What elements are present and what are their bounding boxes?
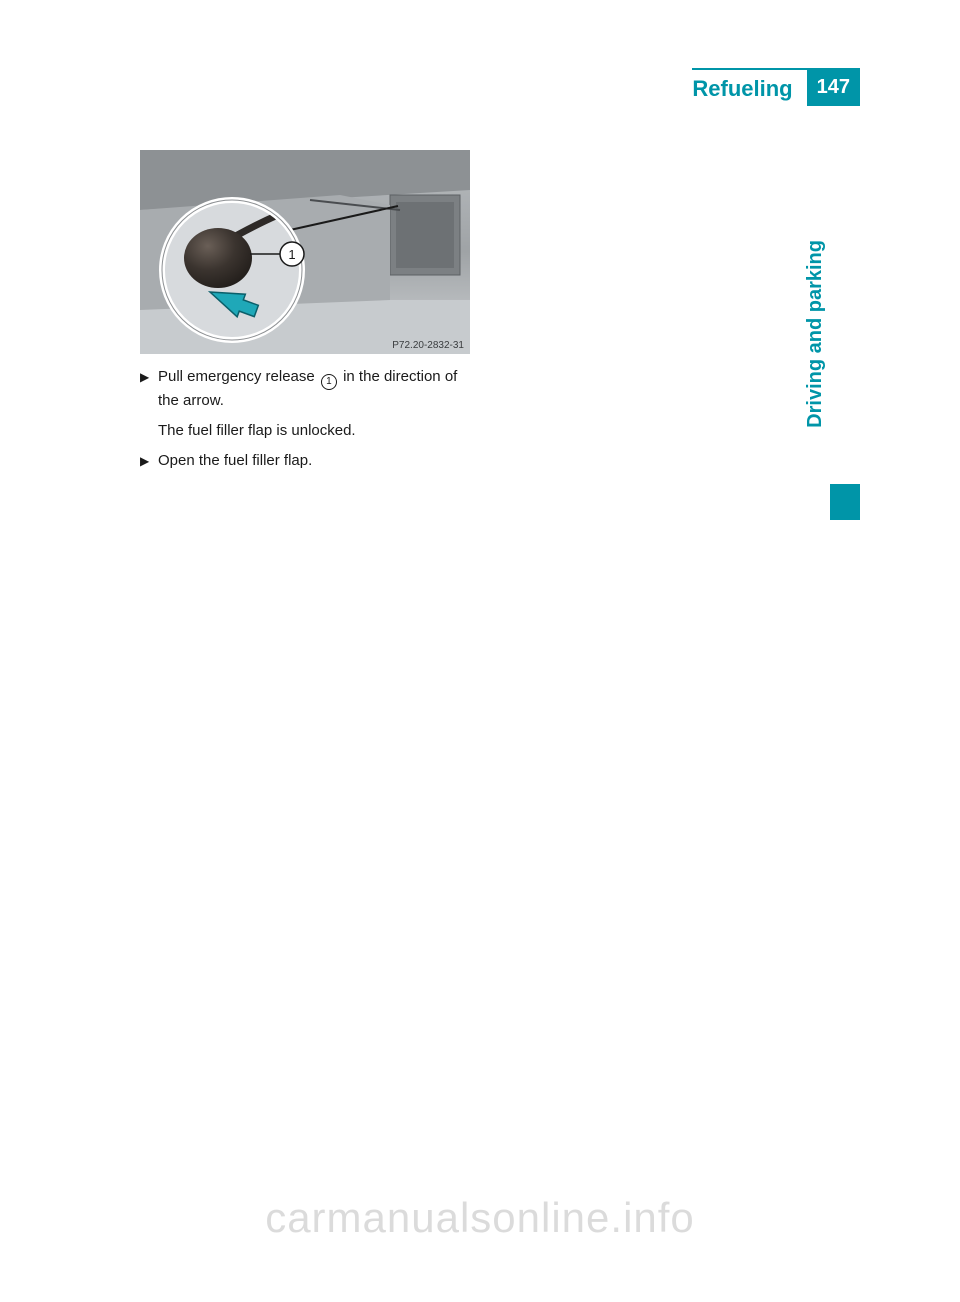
- page-header: Refueling 147: [692, 68, 860, 106]
- step-text-before: Open the fuel filler flap.: [158, 452, 312, 469]
- step-text: Pull emergency release 1 in the directio…: [158, 368, 457, 409]
- step-marker-icon: ▶: [140, 453, 149, 470]
- step-text: Open the fuel filler flap.: [158, 452, 312, 469]
- figure-emergency-release: 1 P72.20-2832-31: [140, 150, 470, 354]
- step-marker-icon: ▶: [140, 369, 149, 386]
- step-text-before: Pull emergency release: [158, 368, 319, 385]
- instruction-list: ▶ Pull emergency release 1 in the direct…: [140, 366, 480, 472]
- figure-svg: 1 P72.20-2832-31: [140, 150, 470, 354]
- content-column: 1 P72.20-2832-31 ▶ Pull emergency releas…: [140, 150, 480, 480]
- chapter-label: Driving and parking: [800, 240, 830, 520]
- instruction-step: ▶ Pull emergency release 1 in the direct…: [140, 366, 480, 412]
- page-number: 147: [807, 68, 860, 106]
- callout-ref-icon: 1: [321, 374, 337, 390]
- section-title: Refueling: [692, 68, 806, 106]
- svg-text:P72.20-2832-31: P72.20-2832-31: [392, 340, 464, 351]
- manual-page: Refueling 147 Driving and parking: [0, 0, 960, 1302]
- instruction-result: The fuel filler flap is unlocked.: [140, 420, 480, 442]
- chapter-side-tab: Driving and parking: [830, 240, 860, 520]
- svg-text:1: 1: [288, 247, 295, 262]
- watermark-text: carmanualsonline.info: [0, 1194, 960, 1242]
- instruction-step: ▶ Open the fuel filler flap.: [140, 450, 480, 472]
- chapter-tab-block: [830, 484, 860, 520]
- result-text: The fuel filler flap is unlocked.: [158, 422, 356, 439]
